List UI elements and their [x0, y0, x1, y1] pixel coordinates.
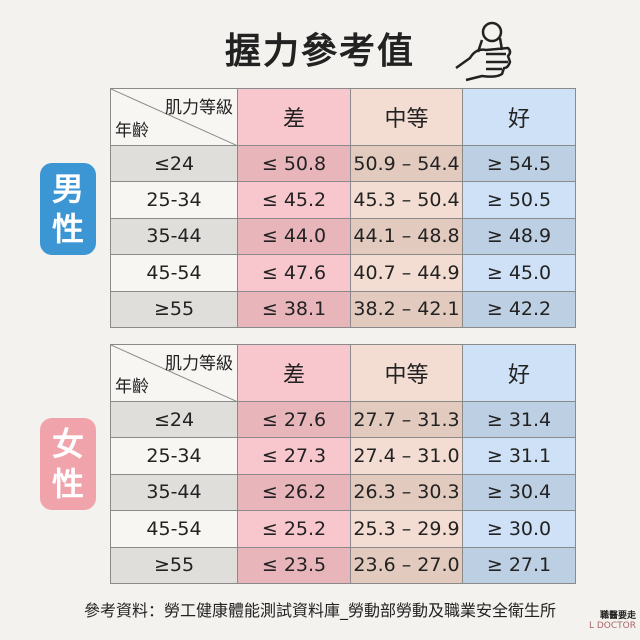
medium-cell: 40.7 – 44.9 — [350, 254, 463, 292]
age-cell: ≥55 — [110, 290, 238, 328]
table-row: 35-44 ≤ 44.0 44.1 – 48.8 ≥ 48.9 — [110, 217, 576, 256]
good-cell: ≥ 30.0 — [462, 510, 576, 548]
poor-cell: ≤ 26.2 — [237, 473, 351, 512]
table-row: ≤24 ≤ 27.6 27.7 – 31.3 ≥ 31.4 — [110, 400, 576, 439]
corner-header: 肌力等級 年齡 — [110, 344, 238, 402]
source-note: 參考資料：勞工健康體能測試資料庫_勞動部勞動及職業安全衛生所 — [83, 601, 556, 620]
good-cell: ≥ 30.4 — [462, 473, 576, 512]
poor-cell: ≤ 23.5 — [237, 546, 351, 584]
medium-cell: 27.4 – 31.0 — [350, 437, 463, 475]
poor-cell: ≤ 50.8 — [237, 144, 351, 183]
poor-cell: ≤ 25.2 — [237, 510, 351, 548]
good-cell: ≥ 45.0 — [462, 254, 576, 292]
female-label-1: 女 — [51, 425, 84, 463]
medium-cell: 27.7 – 31.3 — [350, 400, 463, 439]
female-label-2: 性 — [51, 465, 84, 503]
age-label: 年齡 — [115, 121, 149, 141]
age-cell: ≤24 — [110, 144, 238, 183]
medium-cell: 26.3 – 30.3 — [350, 473, 463, 512]
age-cell: 45-54 — [110, 254, 238, 292]
header-poor: 差 — [237, 88, 351, 146]
header-medium: 中等 — [350, 344, 463, 402]
poor-cell: ≤ 44.0 — [237, 217, 351, 256]
diagonal-line — [111, 89, 238, 146]
table-row: 45-54 ≤ 47.6 40.7 – 44.9 ≥ 45.0 — [110, 254, 576, 292]
poor-cell: ≤ 27.6 — [237, 400, 351, 439]
age-cell: 45-54 — [110, 510, 238, 548]
strength-level-label: 肌力等級 — [165, 98, 233, 118]
good-cell: ≥ 50.5 — [462, 181, 576, 219]
good-cell: ≥ 31.4 — [462, 400, 576, 439]
medium-cell: 38.2 – 42.1 — [350, 290, 463, 328]
strength-level-label: 肌力等級 — [165, 354, 233, 374]
male-label-2: 性 — [51, 210, 84, 248]
header-row: 肌力等級 年齡 差 中等 好 — [110, 344, 576, 402]
header-good: 好 — [462, 88, 576, 146]
poor-cell: ≤ 27.3 — [237, 437, 351, 475]
medium-cell: 23.6 – 27.0 — [350, 546, 463, 584]
good-cell: ≥ 48.9 — [462, 217, 576, 256]
hand-grip-icon — [455, 21, 512, 82]
table-row: ≥55 ≤ 38.1 38.2 – 42.1 ≥ 42.2 — [110, 290, 576, 328]
female-badge: 女 性 — [40, 418, 96, 510]
table-row: 35-44 ≤ 26.2 26.3 – 30.3 ≥ 30.4 — [110, 473, 576, 512]
header-good: 好 — [462, 344, 576, 402]
table-row: 25-34 ≤ 45.2 45.3 – 50.4 ≥ 50.5 — [110, 181, 576, 219]
female-table: 肌力等級 年齡 差 中等 好 ≤24 ≤ 27.6 27.7 – 31.3 ≥ … — [110, 344, 576, 584]
age-cell: 35-44 — [110, 473, 238, 512]
poor-cell: ≤ 38.1 — [237, 290, 351, 328]
age-label: 年齡 — [115, 377, 149, 397]
header-poor: 差 — [237, 344, 351, 402]
poor-cell: ≤ 47.6 — [237, 254, 351, 292]
age-cell: 25-34 — [110, 181, 238, 219]
good-cell: ≥ 31.1 — [462, 437, 576, 475]
medium-cell: 45.3 – 50.4 — [350, 181, 463, 219]
good-cell: ≥ 54.5 — [462, 144, 576, 183]
male-label-1: 男 — [51, 170, 84, 208]
corner-header: 肌力等級 年齡 — [110, 88, 238, 146]
header-medium: 中等 — [350, 88, 463, 146]
male-table: 肌力等級 年齡 差 中等 好 ≤24 ≤ 50.8 50.9 – 54.4 ≥ … — [110, 88, 576, 328]
header-row: 肌力等級 年齡 差 中等 好 — [110, 88, 576, 146]
age-cell: ≥55 — [110, 546, 238, 584]
table-row: 25-34 ≤ 27.3 27.4 – 31.0 ≥ 31.1 — [110, 437, 576, 475]
table-row: ≤24 ≤ 50.8 50.9 – 54.4 ≥ 54.5 — [110, 144, 576, 183]
good-cell: ≥ 42.2 — [462, 290, 576, 328]
age-cell: 25-34 — [110, 437, 238, 475]
medium-cell: 25.3 – 29.9 — [350, 510, 463, 548]
poor-cell: ≤ 45.2 — [237, 181, 351, 219]
medium-cell: 44.1 – 48.8 — [350, 217, 463, 256]
age-cell: 35-44 — [110, 217, 238, 256]
table-row: 45-54 ≤ 25.2 25.3 – 29.9 ≥ 30.0 — [110, 510, 576, 548]
logo: 職醫要走 L DOCTOR — [588, 611, 636, 631]
table-row: ≥55 ≤ 23.5 23.6 – 27.0 ≥ 27.1 — [110, 546, 576, 584]
page-title: 握力參考值 — [224, 31, 415, 72]
age-cell: ≤24 — [110, 400, 238, 439]
male-badge: 男 性 — [40, 163, 96, 255]
diagonal-line — [111, 345, 238, 402]
medium-cell: 50.9 – 54.4 — [350, 144, 463, 183]
good-cell: ≥ 27.1 — [462, 546, 576, 584]
